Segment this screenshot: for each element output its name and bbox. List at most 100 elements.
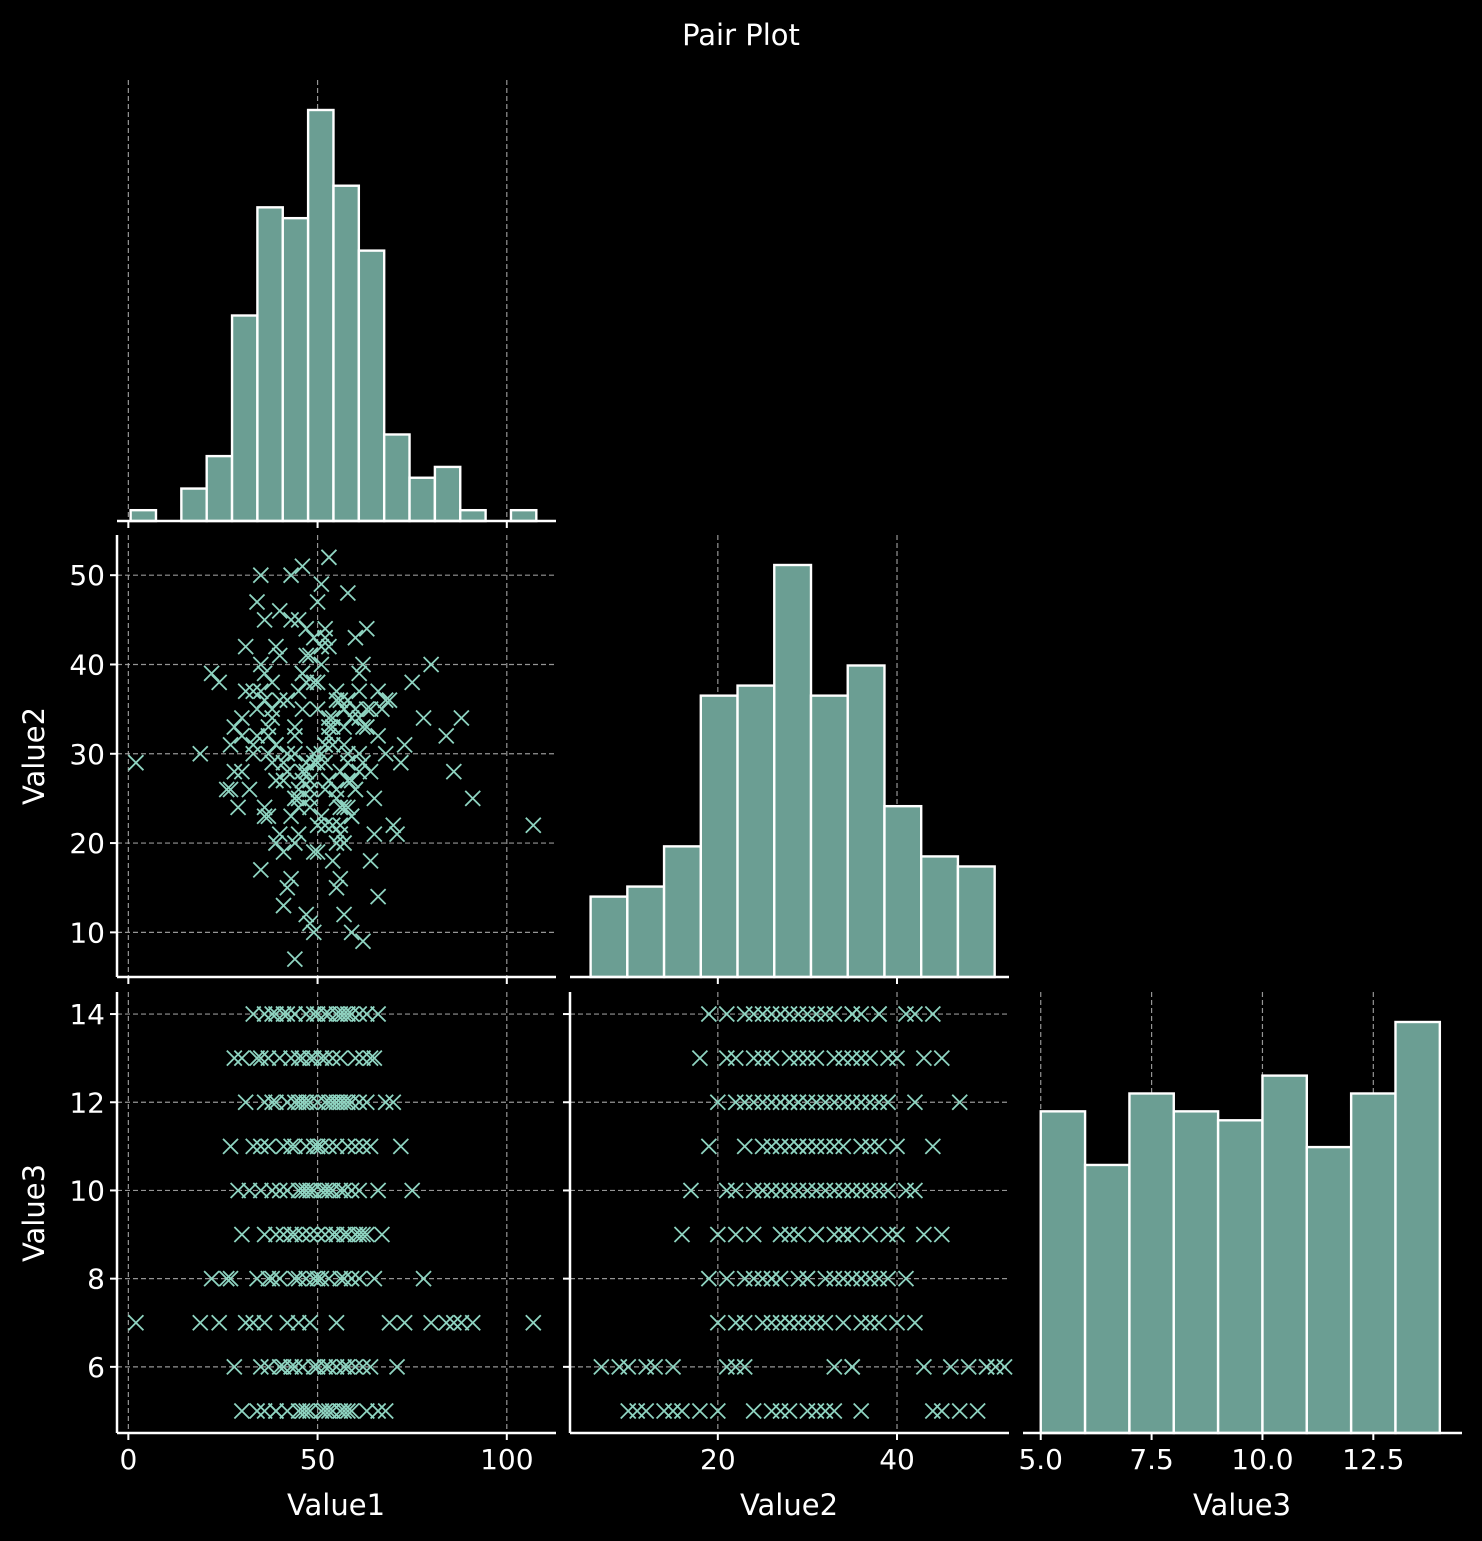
- scatter-point: [320, 1270, 338, 1287]
- scatter-point: [351, 709, 368, 727]
- scatter-point: [808, 1402, 825, 1420]
- scatter-point: [691, 1402, 709, 1420]
- scatter-point: [332, 763, 349, 780]
- scatter-point: [709, 1314, 726, 1331]
- scatter-point: [745, 1402, 762, 1420]
- scatter-point: [301, 647, 319, 664]
- scatter-point: [897, 1270, 915, 1287]
- scatter-point: [727, 1358, 744, 1375]
- scatter-point: [906, 1182, 924, 1199]
- scatter-point: [861, 1226, 879, 1243]
- scatter-point: [664, 1402, 682, 1420]
- scatter-point: [844, 1358, 861, 1375]
- scatter-point: [305, 1050, 322, 1067]
- scatter-point: [294, 1226, 311, 1243]
- scatter-point: [320, 1005, 338, 1023]
- scatter-point: [313, 1270, 330, 1287]
- histogram-bar: [920, 855, 960, 979]
- scatter-point: [700, 1138, 718, 1155]
- scatter-point: [915, 1226, 933, 1243]
- scatter-point: [879, 1226, 897, 1243]
- scatter-point: [844, 1005, 861, 1023]
- scatter-point: [942, 1358, 959, 1375]
- scatter-point: [404, 1182, 421, 1199]
- scatter-point: [305, 745, 322, 762]
- scatter-point: [245, 1314, 262, 1331]
- scatter-point: [700, 1270, 718, 1287]
- scatter-point: [870, 1182, 888, 1199]
- scatter-point: [347, 1358, 364, 1375]
- histogram-bar: [809, 694, 849, 979]
- scatter-point: [298, 1182, 315, 1199]
- scatter-point: [373, 700, 391, 718]
- scatter-point: [317, 1402, 334, 1420]
- x-tick-label: 7.5: [1129, 1443, 1174, 1476]
- scatter-point: [294, 700, 311, 718]
- histogram-bar: [1349, 1092, 1397, 1435]
- scatter-point: [718, 1050, 735, 1067]
- scatter-point: [264, 1005, 281, 1023]
- y-tick-label: 10: [69, 1174, 105, 1207]
- scatter-point: [332, 1182, 349, 1199]
- scatter-point: [286, 1226, 304, 1243]
- histogram-bar: [736, 684, 776, 979]
- scatter-point: [252, 1050, 269, 1067]
- scatter-point: [286, 1094, 304, 1111]
- scatter-point: [301, 1314, 319, 1331]
- scatter-point: [835, 1138, 852, 1155]
- scatter-point: [664, 1358, 682, 1375]
- scatter-point: [294, 1402, 311, 1420]
- scatter-point: [335, 799, 353, 816]
- scatter-point: [290, 1314, 307, 1331]
- scatter-point: [260, 808, 277, 825]
- scatter-point: [727, 1182, 744, 1199]
- scatter-point: [781, 1094, 798, 1111]
- scatter-point: [313, 1182, 330, 1199]
- scatter-point: [290, 1402, 307, 1420]
- scatter-point: [906, 1314, 924, 1331]
- x-tick-label: 5.0: [1018, 1443, 1063, 1476]
- scatter-point: [301, 1050, 319, 1067]
- scatter-point: [951, 1094, 968, 1111]
- x-axis-label-value2: Value2: [740, 1488, 838, 1522]
- scatter-point: [237, 1094, 254, 1111]
- scatter-point: [354, 1226, 372, 1243]
- scatter-point: [343, 1402, 360, 1420]
- histogram-bar: [662, 845, 703, 979]
- histogram-bar: [357, 249, 386, 523]
- scatter-point: [763, 1094, 780, 1111]
- scatter-point: [347, 1050, 364, 1067]
- scatter-point: [256, 665, 273, 682]
- scatter-point: [366, 825, 383, 843]
- scatter-point: [324, 736, 341, 753]
- scatter-point: [305, 1005, 322, 1023]
- x-tick-label: 12.5: [1342, 1443, 1404, 1476]
- scatter-point: [415, 1270, 432, 1287]
- scatter-point: [358, 1402, 375, 1420]
- scatter-point: [354, 754, 372, 771]
- scatter-point: [317, 1182, 334, 1199]
- scatter-point: [267, 1094, 285, 1111]
- scatter-point: [385, 817, 402, 834]
- scatter-point: [271, 825, 288, 843]
- scatter-point: [453, 1314, 470, 1331]
- scatter-point: [335, 906, 353, 923]
- scatter-point: [203, 665, 220, 682]
- scatter-point: [362, 700, 379, 718]
- scatter-point: [339, 1402, 356, 1420]
- scatter-point: [309, 754, 326, 771]
- scatter-point: [332, 1050, 349, 1067]
- scatter-point: [267, 1005, 285, 1023]
- scatter-point: [745, 1226, 762, 1243]
- scatter-point: [309, 843, 326, 861]
- scatter-point: [275, 1226, 292, 1243]
- scatter-point: [335, 1402, 353, 1420]
- scatter-point: [233, 1402, 251, 1420]
- scatter-point: [192, 745, 209, 762]
- scatter-point: [673, 1226, 691, 1243]
- scatter-point: [808, 1314, 825, 1331]
- scatter-point: [351, 763, 368, 780]
- scatter-point: [826, 1050, 843, 1067]
- scatter-point: [933, 1226, 950, 1243]
- x-tick-label: 0: [119, 1443, 137, 1476]
